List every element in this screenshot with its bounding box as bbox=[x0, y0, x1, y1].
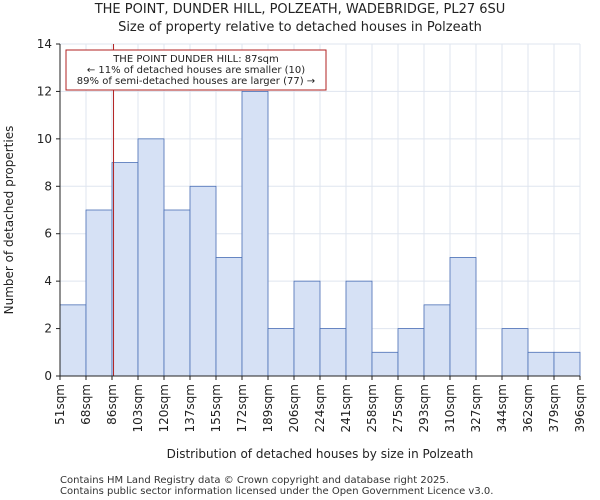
y-axis-title: Number of detached properties bbox=[2, 126, 16, 315]
bar-206sqm bbox=[293, 280, 321, 377]
y-tick-label: 8 bbox=[44, 179, 52, 193]
x-tick-label: 327sqm bbox=[469, 384, 483, 432]
chart-subtitle: Size of property relative to detached ho… bbox=[118, 20, 482, 35]
bar-68sqm bbox=[85, 209, 113, 377]
x-tick-label: 68sqm bbox=[79, 384, 93, 425]
x-tick-label: 103sqm bbox=[131, 384, 145, 432]
bar-362sqm bbox=[527, 351, 555, 377]
annotation-box: THE POINT DUNDER HILL: 87sqm ← 11% of de… bbox=[65, 49, 327, 91]
annotation-line-1: THE POINT DUNDER HILL: 87sqm bbox=[112, 54, 279, 65]
x-tick-label: 362sqm bbox=[521, 384, 535, 432]
annotation-line-3: 89% of semi-detached houses are larger (… bbox=[77, 76, 315, 87]
bar-293sqm bbox=[423, 304, 451, 377]
x-tick-label: 275sqm bbox=[391, 384, 405, 432]
bar-172sqm bbox=[241, 91, 269, 377]
bar-51sqm bbox=[59, 304, 87, 377]
y-tick-label: 12 bbox=[37, 84, 52, 98]
x-tick-label: 155sqm bbox=[209, 384, 223, 432]
x-tick-label: 396sqm bbox=[573, 384, 587, 432]
x-tick-label: 258sqm bbox=[365, 384, 379, 432]
footer-line-2: Contains public sector information licen… bbox=[60, 486, 493, 497]
x-tick-label: 189sqm bbox=[261, 384, 275, 432]
bar-241sqm bbox=[345, 280, 373, 377]
annotation-line-2: ← 11% of detached houses are smaller (10… bbox=[87, 65, 305, 76]
annotation-border bbox=[65, 49, 327, 91]
bar-137sqm bbox=[189, 185, 217, 377]
x-tick-label: 172sqm bbox=[235, 384, 249, 432]
chart-title: THE POINT, DUNDER HILL, POLZEATH, WADEBR… bbox=[94, 2, 506, 17]
y-tick-label: 2 bbox=[44, 322, 52, 336]
x-tick-label: 120sqm bbox=[157, 384, 171, 432]
x-tick-label: 137sqm bbox=[183, 384, 197, 432]
y-tick-label: 6 bbox=[44, 227, 52, 241]
x-axis-tick-labels: 51sqm 68sqm 86sqm 103sqm 120sqm 137sqm 155sqm 1… bbox=[53, 376, 587, 432]
x-tick-label: 379sqm bbox=[547, 384, 561, 432]
y-tick-label: 0 bbox=[44, 369, 52, 383]
x-tick-label: 206sqm bbox=[287, 384, 301, 432]
bar-258sqm bbox=[371, 351, 399, 377]
bar-189sqm bbox=[267, 328, 295, 377]
bar-86sqm bbox=[111, 162, 139, 377]
x-tick-label: 344sqm bbox=[495, 384, 509, 432]
x-tick-label: 224sqm bbox=[313, 384, 327, 432]
bar-155sqm bbox=[215, 257, 243, 377]
bar-379sqm bbox=[553, 351, 581, 377]
y-tick-label: 14 bbox=[37, 37, 52, 51]
y-axis-tick-labels: 0 2 4 6 8 10 12 14 bbox=[37, 37, 60, 383]
x-tick-label: 310sqm bbox=[443, 384, 457, 432]
bar-120sqm bbox=[163, 209, 191, 377]
x-tick-label: 51sqm bbox=[53, 384, 67, 425]
y-tick-label: 4 bbox=[44, 274, 52, 288]
bar-275sqm bbox=[397, 328, 425, 377]
bar-344sqm bbox=[501, 328, 529, 377]
bar-310sqm bbox=[449, 257, 477, 377]
bars bbox=[59, 91, 581, 377]
y-tick-label: 10 bbox=[37, 132, 52, 146]
x-tick-label: 241sqm bbox=[339, 384, 353, 432]
x-axis-title: Distribution of detached houses by size … bbox=[167, 447, 474, 461]
footer-line-1: Contains HM Land Registry data © Crown c… bbox=[60, 475, 449, 486]
x-tick-label: 293sqm bbox=[417, 384, 431, 432]
bar-224sqm bbox=[319, 328, 347, 377]
plot-area: THE POINT DUNDER HILL: 87sqm ← 11% of de… bbox=[59, 43, 581, 377]
bar-103sqm bbox=[137, 138, 165, 377]
x-tick-label: 86sqm bbox=[105, 384, 119, 425]
